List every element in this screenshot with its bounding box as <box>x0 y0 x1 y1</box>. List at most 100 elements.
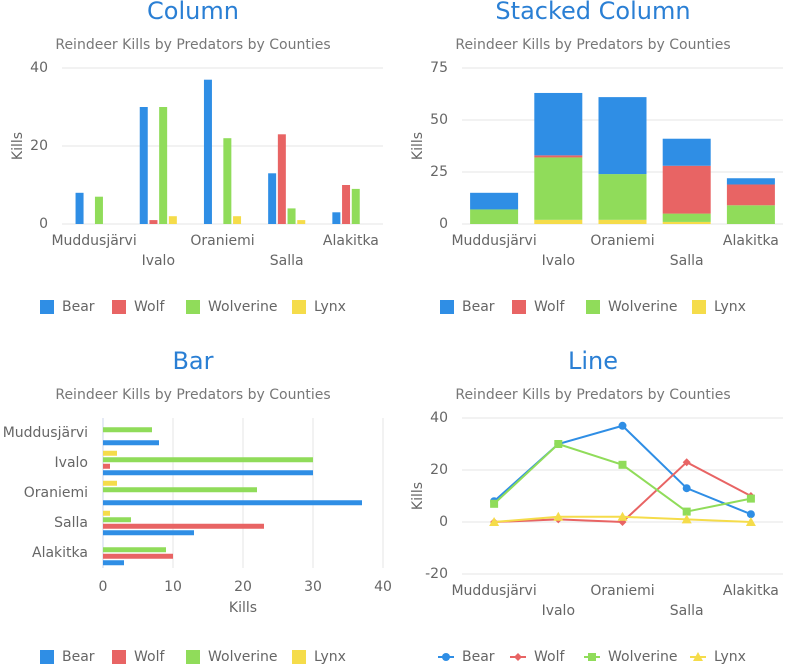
bar <box>351 188 360 224</box>
y-axis-label: Kills <box>410 132 426 160</box>
bar <box>168 216 177 224</box>
point <box>682 458 691 467</box>
bar <box>103 523 264 529</box>
x-tick-label: Ivalo <box>142 253 175 269</box>
y-tick-label: -20 <box>425 566 448 582</box>
bar <box>149 220 158 224</box>
chart-title: Column <box>147 0 239 25</box>
y-tick-label: 0 <box>439 216 448 232</box>
x-tick-label: Salla <box>670 253 704 269</box>
bar <box>223 138 232 224</box>
legend-swatch <box>586 300 600 314</box>
point <box>682 507 691 516</box>
legend-label: Wolverine <box>208 649 278 665</box>
bar-segment <box>534 155 583 158</box>
point <box>681 514 692 524</box>
x-axis-label: Kills <box>229 600 257 616</box>
x-tick-label: Muddusjärvi <box>51 233 136 249</box>
y-tick-label: 0 <box>439 514 448 530</box>
legend-swatch <box>512 300 526 314</box>
bar <box>203 79 212 224</box>
bar <box>159 107 168 224</box>
legend-label: Wolf <box>134 649 165 665</box>
x-tick-label: Alakitka <box>723 583 779 599</box>
bar-segment <box>662 165 711 214</box>
x-tick-label: Muddusjärvi <box>451 583 536 599</box>
chart-subtitle: Reindeer Kills by Predators by Counties <box>455 387 730 403</box>
y-tick-label: Ivalo <box>55 455 88 471</box>
legend-label: Bear <box>462 649 495 665</box>
chart-subtitle: Reindeer Kills by Predators by Counties <box>55 37 330 53</box>
x-tick-label: Ivalo <box>542 253 575 269</box>
legend-label: Wolf <box>534 649 565 665</box>
y-tick-label: 75 <box>430 60 448 76</box>
chart-title: Bar <box>172 347 213 375</box>
line <box>493 442 752 513</box>
legend-label: Lynx <box>714 299 746 315</box>
bar <box>139 107 148 224</box>
bar-segment <box>726 184 775 206</box>
bar-segment <box>726 205 775 224</box>
point <box>746 494 755 503</box>
bar <box>103 450 117 456</box>
point <box>682 484 691 493</box>
point <box>745 517 756 526</box>
legend-swatch <box>186 300 200 314</box>
x-tick-label: Oraniemi <box>590 233 654 249</box>
x-tick-label: Salla <box>270 253 304 269</box>
legend-label: Bear <box>62 299 95 315</box>
x-tick-label: 40 <box>374 579 392 595</box>
bar-segment <box>726 178 775 185</box>
legend-label: Wolf <box>534 299 565 315</box>
bar <box>332 212 341 224</box>
legend-label: Lynx <box>314 299 346 315</box>
y-tick-label: 40 <box>430 410 448 426</box>
bar <box>268 173 277 224</box>
x-tick-label: 20 <box>234 579 252 595</box>
chart-title: Stacked Column <box>495 0 690 25</box>
legend-label: Lynx <box>714 649 746 665</box>
y-tick-label: 20 <box>30 138 48 154</box>
point <box>554 440 563 448</box>
x-tick-label: Alakitka <box>323 233 379 249</box>
y-tick-label: Muddusjärvi <box>3 425 88 441</box>
legend-label: Wolverine <box>608 299 678 315</box>
x-tick-label: Oraniemi <box>190 233 254 249</box>
y-tick-label: 20 <box>430 462 448 478</box>
y-tick-label: 25 <box>430 164 448 180</box>
bar-segment <box>598 219 647 224</box>
point <box>490 499 499 508</box>
bar <box>103 463 110 469</box>
y-tick-label: Oraniemi <box>24 485 88 501</box>
legend-swatch <box>112 300 126 314</box>
bar-segment <box>470 209 519 224</box>
legend-label: Bear <box>462 299 495 315</box>
bar <box>103 553 173 559</box>
point <box>489 517 500 526</box>
legend-label: Wolverine <box>208 299 278 315</box>
bar-segment <box>534 157 583 220</box>
bar <box>103 530 194 536</box>
y-tick-label: 50 <box>430 112 448 128</box>
x-tick-label: Oraniemi <box>590 583 654 599</box>
bar <box>287 208 296 224</box>
bar <box>75 192 84 224</box>
y-tick-label: 0 <box>39 216 48 232</box>
legend-swatch <box>40 650 54 664</box>
bar <box>103 427 152 433</box>
y-axis-label: Kills <box>10 132 26 160</box>
legend-label: Lynx <box>314 649 346 665</box>
bar-segment <box>470 192 519 210</box>
legend-swatch <box>292 650 306 664</box>
x-tick-label: 10 <box>164 579 182 595</box>
y-tick-label: 40 <box>30 60 48 76</box>
bar-segment <box>662 138 711 166</box>
bar <box>103 480 117 486</box>
legend-label: Wolverine <box>608 649 678 665</box>
x-tick-label: Alakitka <box>723 233 779 249</box>
x-tick-label: Ivalo <box>542 603 575 619</box>
bar <box>94 196 103 224</box>
bar <box>103 457 313 463</box>
point <box>618 421 627 430</box>
